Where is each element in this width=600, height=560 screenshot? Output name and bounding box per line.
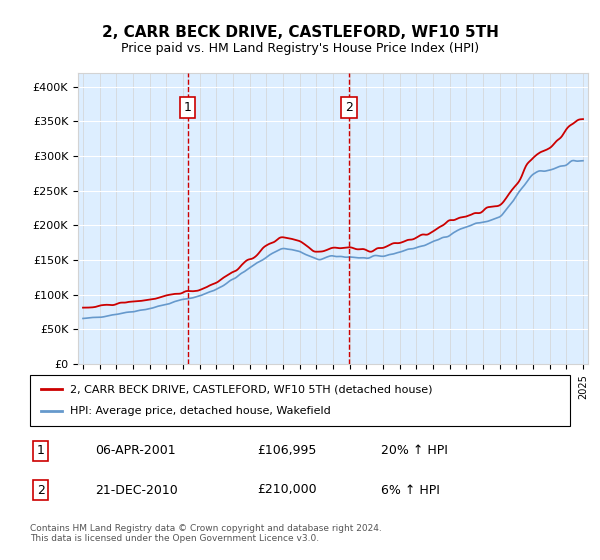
- Text: 2, CARR BECK DRIVE, CASTLEFORD, WF10 5TH: 2, CARR BECK DRIVE, CASTLEFORD, WF10 5TH: [101, 25, 499, 40]
- Text: 2: 2: [345, 101, 353, 114]
- Text: 1: 1: [184, 101, 191, 114]
- FancyBboxPatch shape: [30, 375, 570, 426]
- Text: 2: 2: [37, 483, 45, 497]
- Text: 2, CARR BECK DRIVE, CASTLEFORD, WF10 5TH (detached house): 2, CARR BECK DRIVE, CASTLEFORD, WF10 5TH…: [71, 384, 433, 394]
- Text: Price paid vs. HM Land Registry's House Price Index (HPI): Price paid vs. HM Land Registry's House …: [121, 42, 479, 55]
- Text: 1: 1: [37, 444, 45, 458]
- Text: 20% ↑ HPI: 20% ↑ HPI: [381, 444, 448, 458]
- Text: 21-DEC-2010: 21-DEC-2010: [95, 483, 178, 497]
- Text: £106,995: £106,995: [257, 444, 316, 458]
- Text: 6% ↑ HPI: 6% ↑ HPI: [381, 483, 440, 497]
- Text: 06-APR-2001: 06-APR-2001: [95, 444, 175, 458]
- Text: £210,000: £210,000: [257, 483, 316, 497]
- Text: Contains HM Land Registry data © Crown copyright and database right 2024.
This d: Contains HM Land Registry data © Crown c…: [30, 524, 382, 543]
- Text: HPI: Average price, detached house, Wakefield: HPI: Average price, detached house, Wake…: [71, 407, 331, 417]
